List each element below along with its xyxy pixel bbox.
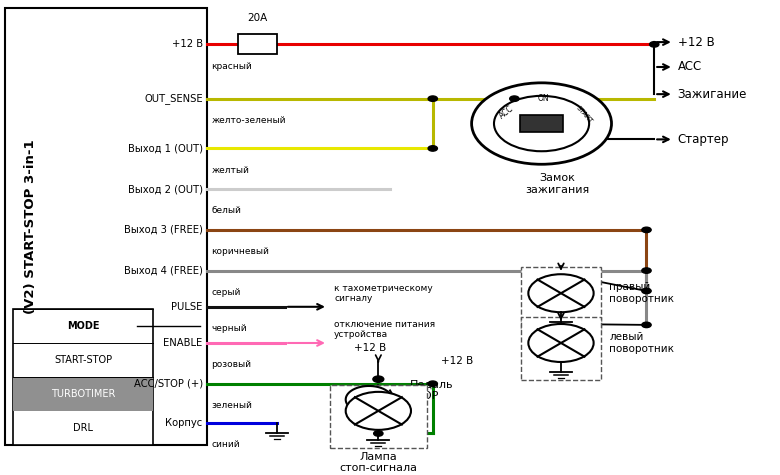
Text: DRL: DRL <box>73 423 93 433</box>
Circle shape <box>346 392 411 430</box>
Text: серый: серый <box>211 288 240 297</box>
Circle shape <box>374 431 383 436</box>
Bar <box>13 309 153 445</box>
Text: MODE: MODE <box>67 321 99 331</box>
Text: желтый: желтый <box>211 166 249 175</box>
Circle shape <box>494 96 589 151</box>
Text: PULSE: PULSE <box>172 302 203 312</box>
Bar <box>519 115 563 132</box>
Text: Стартер: Стартер <box>678 133 729 146</box>
Circle shape <box>509 96 519 101</box>
Text: белый: белый <box>211 206 241 215</box>
Text: ACC/STOP (+): ACC/STOP (+) <box>133 379 203 389</box>
Text: +12 В: +12 В <box>441 356 473 366</box>
Circle shape <box>528 274 594 312</box>
Text: Педаль
STOP: Педаль STOP <box>410 380 453 401</box>
Text: Выход 3 (FREE): Выход 3 (FREE) <box>124 225 203 235</box>
Bar <box>330 385 427 448</box>
Text: Лампа
стоп-сигнала: Лампа стоп-сигнала <box>339 452 417 473</box>
Circle shape <box>528 324 594 362</box>
Bar <box>239 34 278 54</box>
Text: TURBOTIMER: TURBOTIMER <box>51 389 115 399</box>
Text: Выход 2 (OUT): Выход 2 (OUT) <box>128 184 203 194</box>
Text: ENABLE: ENABLE <box>164 338 203 348</box>
Text: +12 В: +12 В <box>678 36 714 48</box>
Bar <box>520 317 601 380</box>
Text: Выход 1 (OUT): Выход 1 (OUT) <box>128 143 203 153</box>
Text: красный: красный <box>211 62 252 71</box>
Text: левый
поворотник: левый поворотник <box>609 332 674 354</box>
Text: ACC: ACC <box>678 60 702 74</box>
Circle shape <box>428 381 438 387</box>
Text: 20A: 20A <box>248 13 268 23</box>
Text: Зажигание: Зажигание <box>678 88 747 101</box>
Bar <box>520 267 601 330</box>
Bar <box>5 8 207 445</box>
Text: OUT_SENSE: OUT_SENSE <box>144 93 203 104</box>
Circle shape <box>642 227 651 233</box>
Text: Выход 4 (FREE): Выход 4 (FREE) <box>124 266 203 276</box>
Text: Корпус: Корпус <box>165 418 203 428</box>
Circle shape <box>472 83 612 164</box>
Text: Замок
зажигания: Замок зажигания <box>525 173 589 195</box>
Circle shape <box>642 268 651 273</box>
Text: зеленый: зеленый <box>211 401 252 410</box>
Circle shape <box>650 42 659 47</box>
Text: правый
поворотник: правый поворотник <box>609 283 674 304</box>
Circle shape <box>642 322 651 328</box>
Text: +12 B: +12 B <box>172 39 203 49</box>
Text: коричневый: коричневый <box>211 247 269 256</box>
Circle shape <box>428 96 438 101</box>
Circle shape <box>642 288 651 294</box>
Text: ACC: ACC <box>498 104 516 121</box>
Text: +12 В: +12 В <box>354 343 387 353</box>
Text: START: START <box>575 104 594 124</box>
Bar <box>13 377 153 411</box>
Text: желто-зеленый: желто-зеленый <box>211 116 285 125</box>
Text: синий: синий <box>211 440 240 449</box>
Text: START-STOP: START-STOP <box>54 355 112 365</box>
Text: ON: ON <box>537 94 549 103</box>
Text: розовый: розовый <box>211 360 251 369</box>
Text: к тахометрическому
сигналу: к тахометрическому сигналу <box>334 284 433 303</box>
Text: (V2) START-STOP 3-in-1: (V2) START-STOP 3-in-1 <box>24 139 37 314</box>
Text: отключение питания
устройства: отключение питания устройства <box>334 320 435 339</box>
Circle shape <box>373 376 384 382</box>
Text: черный: черный <box>211 324 246 333</box>
Circle shape <box>428 146 438 151</box>
